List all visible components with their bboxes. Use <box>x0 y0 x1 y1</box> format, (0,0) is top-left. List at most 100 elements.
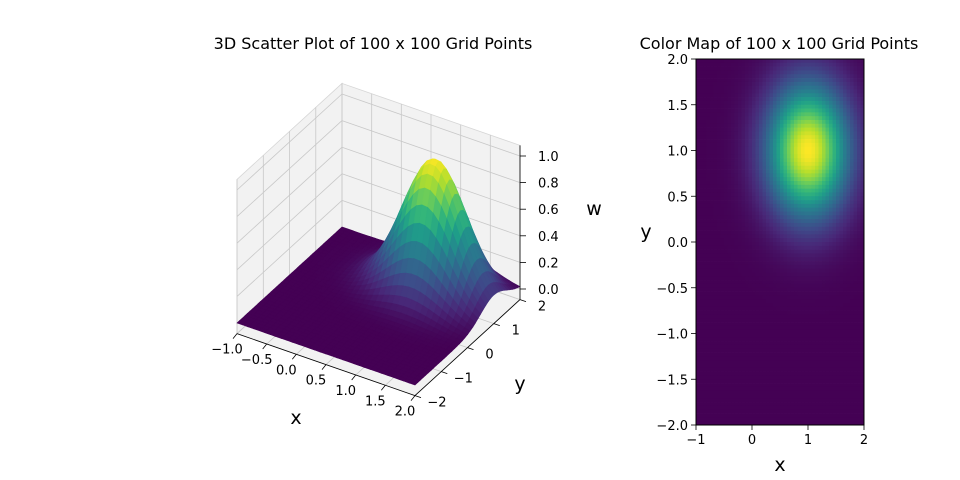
heatmap-cell <box>853 188 858 193</box>
heatmap-cell <box>731 158 735 163</box>
heatmap-cell <box>808 287 812 292</box>
heatmap-cell <box>804 131 809 136</box>
heatmap-cell <box>717 192 721 197</box>
heatmap-cell <box>769 253 774 258</box>
heatmap-cell <box>724 142 728 148</box>
heatmap-cell <box>713 303 718 308</box>
heatmap-cell <box>808 196 812 201</box>
heatmap-cell <box>836 62 840 67</box>
heatmap-cell <box>710 280 714 285</box>
heatmap-cell <box>818 287 823 292</box>
heatmap-cell <box>713 310 718 315</box>
heatmap-cell <box>836 242 840 247</box>
heatmap-cell <box>703 123 707 128</box>
heatmap-cell <box>808 261 812 266</box>
heatmap-cell <box>857 203 861 209</box>
heatmap-cell <box>748 234 753 239</box>
heatmap-cell <box>759 341 763 346</box>
heatmap-cell <box>748 325 753 331</box>
heatmap-cell <box>755 181 760 186</box>
heatmap-cell <box>752 230 756 235</box>
heatmap-cell <box>762 276 767 281</box>
heatmap-cell <box>724 85 728 90</box>
heatmap-cell <box>703 303 707 308</box>
heatmap-cell <box>860 66 865 71</box>
heatmap-cell <box>832 341 837 346</box>
heatmap-cell <box>822 333 826 338</box>
heatmap-cell <box>759 66 763 71</box>
heatmap-cell <box>832 158 837 163</box>
heatmap-cell <box>734 108 739 113</box>
heatmap-cell <box>745 139 749 144</box>
heatmap-cell <box>832 238 837 243</box>
heatmap-cell <box>794 181 798 186</box>
heatmap-cell <box>815 203 819 209</box>
heatmap-cell <box>717 253 721 258</box>
heatmap-cell <box>738 150 742 155</box>
heatmap-cell <box>713 123 718 128</box>
heatmap-cell <box>825 314 830 319</box>
heatmap-cell <box>815 261 819 266</box>
heatmap-cell <box>839 158 844 163</box>
heatmap-cell <box>780 245 784 250</box>
heatmap-cell <box>773 310 777 315</box>
heatmap-cell <box>710 108 714 113</box>
heatmap-cell <box>825 120 830 125</box>
heatmap-cell <box>734 104 739 109</box>
heatmap-cell <box>790 177 795 182</box>
heatmap-cell <box>860 62 865 67</box>
heatmap-cell <box>748 280 753 285</box>
heatmap-cell <box>720 165 725 170</box>
heatmap-cell <box>836 120 840 125</box>
heatmap-cell <box>801 306 805 311</box>
heatmap-cell <box>769 333 774 338</box>
heatmap-cell <box>752 78 756 83</box>
heatmap-cell <box>776 108 781 113</box>
heatmap-cell <box>822 154 826 159</box>
heatmap-cell <box>703 78 707 83</box>
heatmap-cell <box>759 89 763 94</box>
heatmap-cell <box>825 222 830 228</box>
x-tick-mark <box>351 374 357 381</box>
heatmap-cell <box>762 249 767 254</box>
heatmap-cell <box>787 329 791 334</box>
heatmap-cell <box>762 234 767 239</box>
heatmap-cell <box>846 325 851 331</box>
heatmap-cell <box>755 135 760 140</box>
heatmap-cell <box>745 344 749 350</box>
heatmap-cell <box>839 207 844 212</box>
heatmap-cell <box>822 161 826 167</box>
heatmap-cell <box>776 261 781 266</box>
heatmap-cell <box>790 59 795 64</box>
heatmap-cell <box>738 333 742 338</box>
heatmap-cell <box>783 222 788 228</box>
heatmap-cell <box>780 226 784 231</box>
heatmap-cell <box>717 127 721 132</box>
heatmap-cell <box>699 249 704 254</box>
heatmap-cell <box>780 322 784 327</box>
heatmap-cell <box>836 314 840 319</box>
heatmap-cell <box>843 299 847 304</box>
heatmap-cell <box>741 306 746 311</box>
heatmap-cell <box>794 295 798 300</box>
heatmap-cell <box>741 207 746 212</box>
heatmap-cell <box>752 200 756 205</box>
heatmap-cell <box>853 230 858 235</box>
heatmap-cell <box>843 257 847 262</box>
heatmap-cell <box>850 112 854 117</box>
heatmap-cell <box>696 158 700 163</box>
heatmap-cell <box>727 222 732 228</box>
heatmap-cell <box>846 249 851 254</box>
heatmap-cell <box>825 280 830 285</box>
heatmap-cell <box>797 203 802 209</box>
heatmap-cell <box>818 253 823 258</box>
heatmap-cells <box>696 59 865 426</box>
heatmap-cell <box>829 135 833 140</box>
heatmap-cell <box>769 196 774 201</box>
heatmap-cell <box>703 245 707 250</box>
heatmap-cell <box>720 150 725 155</box>
heatmap-cell <box>853 85 858 90</box>
heatmap-cell <box>766 188 770 193</box>
heatmap-cell <box>846 200 851 205</box>
heatmap-cell <box>713 322 718 327</box>
